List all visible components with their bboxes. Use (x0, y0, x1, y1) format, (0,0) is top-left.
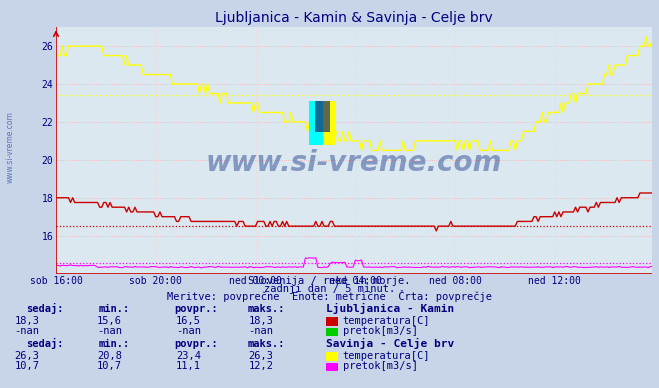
Text: 10,7: 10,7 (14, 361, 40, 371)
Text: min.:: min.: (99, 339, 130, 349)
Text: -nan: -nan (176, 326, 201, 336)
Text: povpr.:: povpr.: (175, 304, 218, 314)
Text: Savinja - Celje brv: Savinja - Celje brv (326, 338, 455, 349)
Text: 18,3: 18,3 (14, 316, 40, 326)
Text: 18,3: 18,3 (248, 316, 273, 326)
Text: www.si-vreme.com: www.si-vreme.com (5, 111, 14, 184)
Text: 12,2: 12,2 (248, 361, 273, 371)
Text: -nan: -nan (14, 326, 40, 336)
Text: sedaj:: sedaj: (26, 303, 64, 314)
Text: -nan: -nan (248, 326, 273, 336)
Text: temperatura[C]: temperatura[C] (343, 316, 430, 326)
Text: -nan: -nan (97, 326, 122, 336)
Text: 11,1: 11,1 (176, 361, 201, 371)
Text: Ljubljanica - Kamin: Ljubljanica - Kamin (326, 303, 455, 314)
Text: pretok[m3/s]: pretok[m3/s] (343, 326, 418, 336)
Text: zadnji dan / 5 minut.: zadnji dan / 5 minut. (264, 284, 395, 294)
Title: Ljubljanica - Kamin & Savinja - Celje brv: Ljubljanica - Kamin & Savinja - Celje br… (215, 10, 493, 24)
Text: 26,3: 26,3 (248, 351, 273, 361)
Text: maks.:: maks.: (247, 304, 285, 314)
Text: 20,8: 20,8 (97, 351, 122, 361)
Bar (323, 101, 335, 146)
Text: 16,5: 16,5 (176, 316, 201, 326)
Text: min.:: min.: (99, 304, 130, 314)
Text: 26,3: 26,3 (14, 351, 40, 361)
Text: maks.:: maks.: (247, 339, 285, 349)
Text: 10,7: 10,7 (97, 361, 122, 371)
Polygon shape (315, 101, 330, 132)
Text: 23,4: 23,4 (176, 351, 201, 361)
Text: Slovenija / reke in morje.: Slovenija / reke in morje. (248, 276, 411, 286)
Text: temperatura[C]: temperatura[C] (343, 351, 430, 361)
Text: pretok[m3/s]: pretok[m3/s] (343, 361, 418, 371)
Bar (310, 101, 323, 146)
Text: www.si-vreme.com: www.si-vreme.com (206, 149, 502, 177)
Text: povpr.:: povpr.: (175, 339, 218, 349)
Text: 15,6: 15,6 (97, 316, 122, 326)
Text: Meritve: povprečne  Enote: metrične  Črta: povprečje: Meritve: povprečne Enote: metrične Črta:… (167, 289, 492, 301)
Text: sedaj:: sedaj: (26, 338, 64, 349)
